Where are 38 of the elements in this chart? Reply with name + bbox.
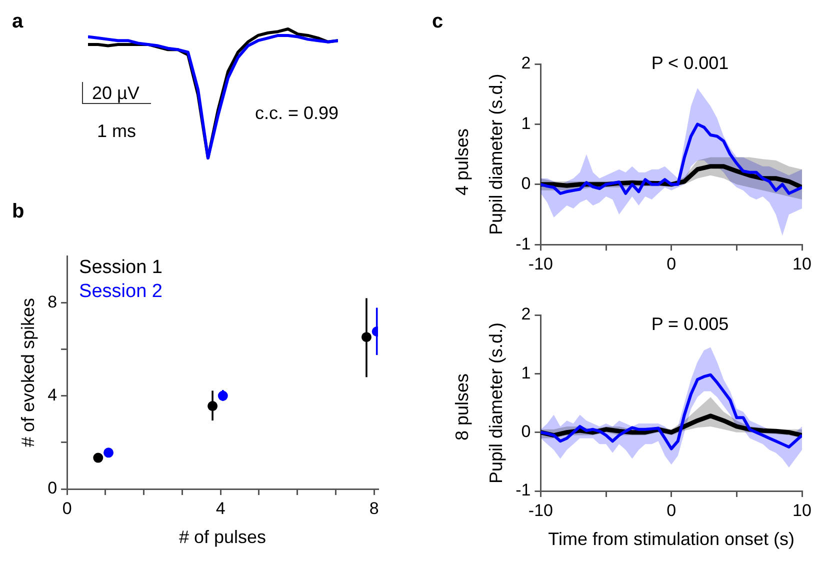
y-tick-label: -1	[516, 234, 531, 254]
x-tick-label: 0	[666, 500, 676, 520]
y-tick-label: 4	[48, 385, 58, 404]
y-axis-title: Pupil diameter (s.d.)	[486, 74, 506, 235]
annotation: 1 ms	[97, 120, 136, 141]
y-tick-label: 0	[521, 422, 531, 442]
text: Session 1	[79, 257, 163, 278]
y-tick-label: 0	[521, 174, 531, 194]
y-axis-title: Pupil diameter (s.d.)	[486, 322, 506, 484]
annotation: P = 0.005	[651, 314, 729, 334]
y-tick-label: 2	[521, 54, 531, 73]
x-tick-label: 4	[216, 498, 226, 518]
chart-title: b	[12, 200, 24, 223]
x-axis-title: # of pulses	[178, 527, 266, 548]
y-tick-label: 2	[521, 304, 531, 324]
y-tick-label: 0	[48, 478, 58, 498]
text: Session 2	[79, 281, 163, 302]
x-axis-title: Time from stimulation onset (s)	[548, 529, 795, 550]
x-tick-label: -10	[528, 254, 554, 274]
y-tick-label: 1	[521, 114, 531, 133]
text: 4 pulses	[452, 128, 472, 196]
x-tick-label: -10	[528, 500, 554, 520]
annotation: P < 0.001	[651, 52, 729, 73]
text: 8 pulses	[452, 373, 472, 441]
point	[93, 452, 104, 463]
x-tick-label: 10	[792, 254, 812, 274]
y-tick-label: -1	[516, 480, 531, 500]
x-tick-label: 10	[792, 500, 812, 520]
chart-title: c	[432, 10, 444, 33]
annotation: 20 µV	[92, 82, 140, 103]
annotation: c.c. = 0.99	[255, 102, 339, 123]
chart-title: a	[12, 10, 24, 33]
x-tick-label: 0	[62, 498, 72, 518]
x-tick-label: 8	[369, 498, 379, 518]
y-tick-label: 1	[521, 363, 531, 382]
x-tick-label: 0	[666, 254, 676, 274]
y-axis-title: # of evoked spikes	[18, 298, 38, 448]
y-tick-label: 8	[48, 292, 58, 312]
